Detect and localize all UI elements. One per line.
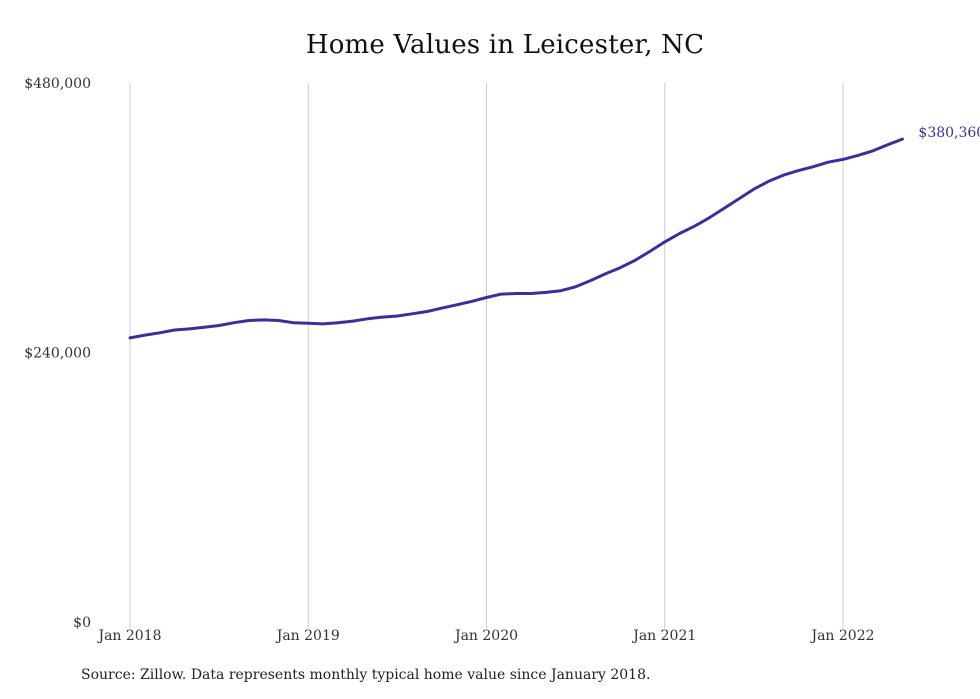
x-tick-label: Jan 2019 — [275, 628, 340, 644]
source-note: Source: Zillow. Data represents monthly … — [81, 667, 651, 683]
x-tick-label: Jan 2022 — [809, 628, 874, 644]
y-tick-label: $480,000 — [24, 76, 91, 92]
x-tick-label: Jan 2018 — [96, 628, 161, 644]
y-tick-label: $0 — [73, 615, 91, 631]
x-tick-label: Jan 2021 — [631, 628, 696, 644]
x-tick-label: Jan 2020 — [453, 628, 518, 644]
y-tick-label: $240,000 — [24, 346, 91, 362]
series-line — [128, 137, 904, 340]
chart-title: Home Values in Leicester, NC — [305, 30, 705, 60]
end-value-label: $380,360 — [918, 125, 980, 141]
